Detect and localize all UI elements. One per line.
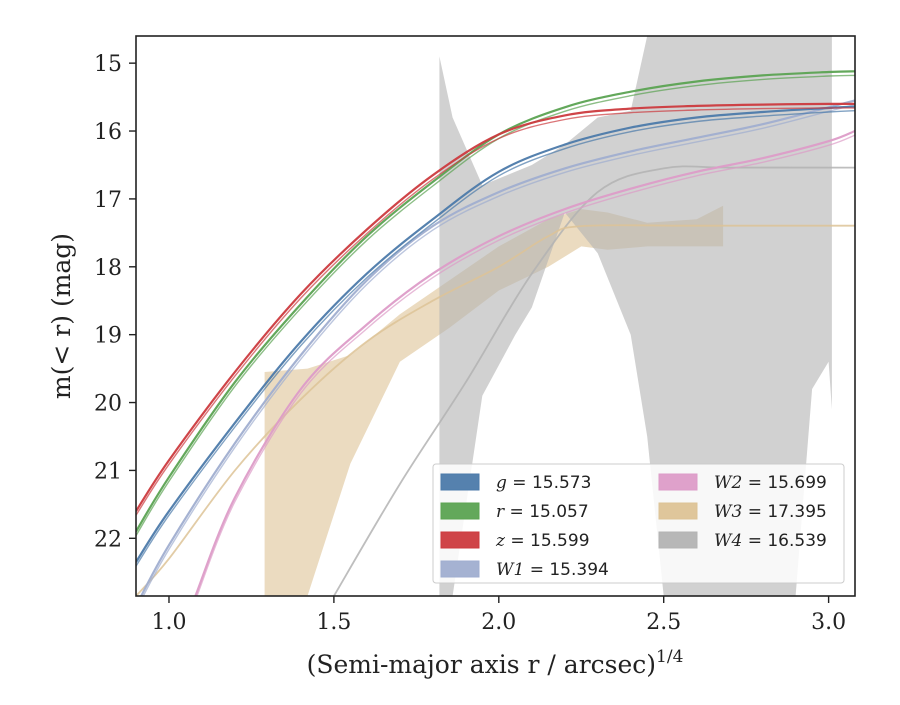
line-r [136,70,855,533]
y-axis-label: m(< r) (mag) [47,233,76,399]
line-w2-secondary [196,134,855,596]
legend-label-z: z = 15.599 [495,531,590,551]
y-tick-label: 17 [94,188,122,213]
band-w4 [439,36,832,596]
legend-label-w2: W2 = 15.699 [714,473,827,493]
series-lines [136,70,855,596]
line-w2 [194,129,855,596]
plot-frame [135,35,856,597]
line-z [136,102,855,512]
legend-swatch-w1 [440,560,480,578]
x-axis: 1.0 1.5 2.0 2.5 3.0 [151,596,846,635]
line-w3 [136,224,855,596]
x-tick-label: 1.0 [151,610,186,635]
uncertainty-bands [264,36,832,596]
line-r-secondary [136,74,855,536]
legend: g = 15.573 r = 15.057 z = 15.599 W1 = 15.39… [432,463,845,584]
legend-swatch-r [440,502,480,520]
y-tick-label: 19 [94,324,122,349]
line-z-secondary [136,107,855,516]
legend-label-r: r = 15.057 [496,502,589,522]
x-tick-label: 2.0 [481,610,516,635]
line-g [136,105,855,563]
legend-label-g: g = 15.573 [496,473,591,493]
y-tick-label: 18 [94,256,122,281]
x-tick-label: 1.5 [316,610,351,635]
legend-swatch-g [440,473,480,491]
x-axis-label-superscript: 1/4 [656,647,683,667]
legend-box [432,463,845,584]
y-tick-label: 16 [94,120,122,145]
x-axis-label: (Semi-major axis r / arcsec)1/4 [307,647,684,679]
line-g-secondary [136,110,855,567]
y-axis: 15 16 17 18 19 20 21 22 [94,52,136,552]
legend-swatch-z [440,531,480,549]
line-w1 [140,99,855,596]
y-tick-label: 22 [94,527,122,552]
line-w1-secondary [142,103,855,596]
legend-label-w1: W1 = 15.394 [496,560,609,580]
legend-swatch-w4 [658,531,698,549]
legend-swatch-w2 [658,473,698,491]
y-tick-label: 15 [94,52,122,77]
y-tick-label: 21 [94,459,122,484]
legend-swatch-w3 [658,502,698,520]
y-tick-label: 20 [94,392,122,417]
x-tick-label: 2.5 [646,610,681,635]
line-w4 [333,165,855,596]
x-tick-label: 3.0 [811,610,846,635]
legend-label-w4: W4 = 16.539 [714,531,827,551]
legend-label-w3: W3 = 17.395 [714,502,827,522]
